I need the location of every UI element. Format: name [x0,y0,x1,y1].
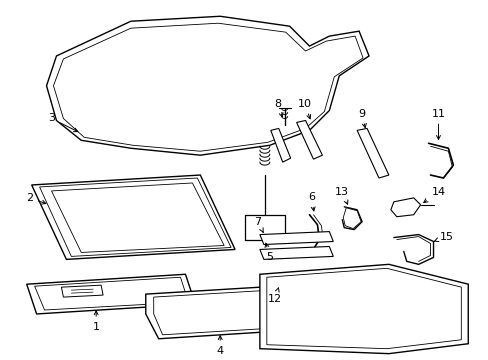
Text: 7: 7 [254,217,263,232]
Text: 4: 4 [216,336,224,356]
Polygon shape [259,264,468,354]
Polygon shape [53,23,362,151]
Text: 13: 13 [335,187,348,204]
Polygon shape [266,268,460,349]
Text: 15: 15 [433,231,452,242]
Polygon shape [61,285,103,297]
Text: 5: 5 [264,243,273,262]
Polygon shape [259,231,333,244]
Text: 1: 1 [92,311,100,332]
Polygon shape [35,277,188,310]
Polygon shape [51,183,224,252]
Text: 14: 14 [423,187,445,203]
Polygon shape [390,198,420,217]
Polygon shape [153,288,317,335]
Polygon shape [32,175,235,260]
Polygon shape [145,284,324,339]
Polygon shape [27,274,195,314]
Text: 11: 11 [430,108,445,139]
Polygon shape [296,121,322,159]
Text: 3: 3 [48,113,78,132]
Polygon shape [356,129,388,178]
Text: 8: 8 [274,99,283,117]
Text: 10: 10 [297,99,311,119]
Text: 6: 6 [307,192,314,211]
Polygon shape [40,178,231,256]
Polygon shape [259,247,333,260]
Polygon shape [270,129,290,162]
Text: 12: 12 [267,288,281,304]
Text: 9: 9 [358,108,366,127]
Polygon shape [46,16,368,155]
Polygon shape [343,208,360,229]
Text: 2: 2 [26,193,46,204]
